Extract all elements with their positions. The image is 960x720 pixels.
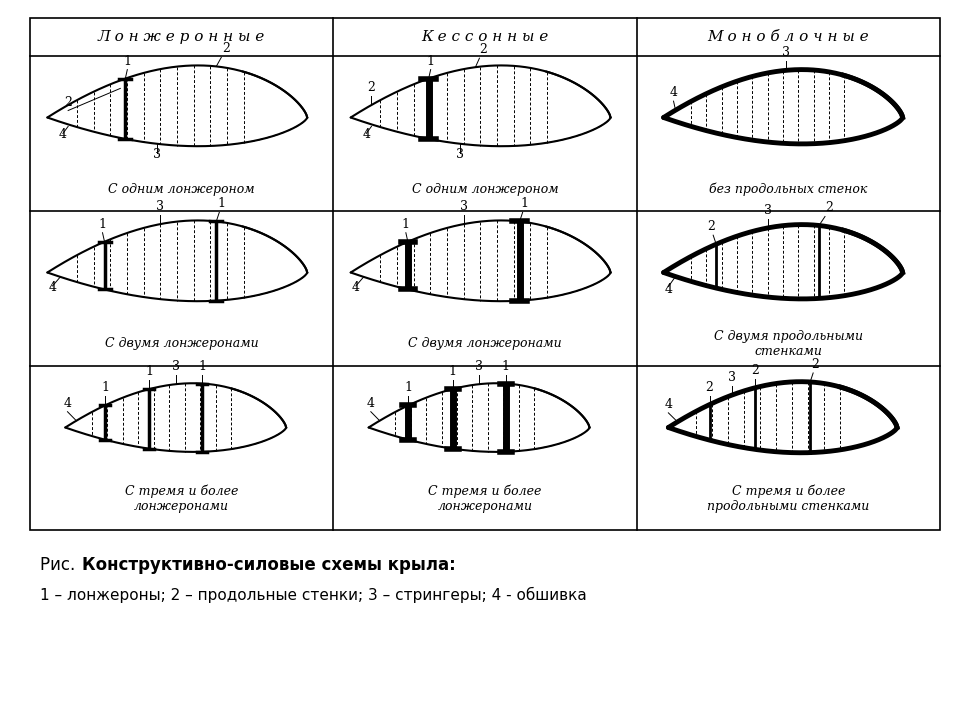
Text: 4: 4 <box>367 397 374 410</box>
Text: 1: 1 <box>520 197 529 210</box>
Polygon shape <box>65 383 286 452</box>
Polygon shape <box>663 225 902 299</box>
Text: 1: 1 <box>101 382 109 395</box>
Text: Рис.: Рис. <box>40 556 85 574</box>
Text: 3: 3 <box>475 360 483 373</box>
Text: 2: 2 <box>825 202 833 215</box>
Text: С тремя и более
продольными стенками: С тремя и более продольными стенками <box>708 485 870 513</box>
Polygon shape <box>369 383 589 452</box>
Text: 4: 4 <box>59 128 67 141</box>
Polygon shape <box>668 382 897 453</box>
Text: 2: 2 <box>706 381 713 394</box>
Text: 2: 2 <box>479 43 488 56</box>
Text: С двумя лонжеронами: С двумя лонжеронами <box>408 338 562 351</box>
Text: 4: 4 <box>664 282 672 295</box>
Text: К е с с о н н ы е: К е с с о н н ы е <box>421 30 548 44</box>
Text: 3: 3 <box>460 200 468 213</box>
Text: 2: 2 <box>752 364 759 377</box>
Text: С тремя и более
лонжеронами: С тремя и более лонжеронами <box>125 485 238 513</box>
Text: 2: 2 <box>708 220 715 233</box>
Text: 1: 1 <box>145 365 154 378</box>
Text: без продольных стенок: без продольных стенок <box>709 182 868 196</box>
Text: Конструктивно-силовые схемы крыла:: Конструктивно-силовые схемы крыла: <box>82 556 456 574</box>
Text: 4: 4 <box>352 281 360 294</box>
Text: 1: 1 <box>199 359 206 372</box>
Text: С двумя продольными
стенками: С двумя продольными стенками <box>714 330 863 358</box>
Text: 4: 4 <box>49 281 57 294</box>
Bar <box>30 18 940 530</box>
Text: 3: 3 <box>156 200 164 213</box>
Text: С одним лонжероном: С одним лонжероном <box>412 182 559 196</box>
Text: 1: 1 <box>501 359 510 372</box>
Text: 2: 2 <box>64 96 72 109</box>
Text: 1: 1 <box>217 197 226 210</box>
Text: Л о н ж е р о н н ы е: Л о н ж е р о н н ы е <box>98 30 265 44</box>
Text: 1: 1 <box>402 217 410 230</box>
Text: С двумя лонжеронами: С двумя лонжеронами <box>105 338 258 351</box>
Text: 1: 1 <box>404 382 413 395</box>
Text: 3: 3 <box>456 148 464 161</box>
Text: 1: 1 <box>426 55 435 68</box>
Text: 3: 3 <box>153 148 160 161</box>
Text: 3: 3 <box>729 371 736 384</box>
Polygon shape <box>663 70 902 144</box>
Text: 1: 1 <box>448 365 457 378</box>
Polygon shape <box>47 66 307 146</box>
Text: 3: 3 <box>172 360 180 373</box>
Text: 4: 4 <box>669 86 678 99</box>
Text: 3: 3 <box>781 46 789 59</box>
Text: 4: 4 <box>362 128 371 141</box>
Text: 1: 1 <box>123 55 132 68</box>
Text: 2: 2 <box>223 42 230 55</box>
Text: 1: 1 <box>99 217 107 230</box>
Text: 3: 3 <box>763 204 772 217</box>
Text: 4: 4 <box>664 398 672 411</box>
Polygon shape <box>47 220 307 301</box>
Text: 2: 2 <box>368 81 375 94</box>
Text: М о н о б л о ч н ы е: М о н о б л о ч н ы е <box>708 30 869 44</box>
Text: С тремя и более
лонжеронами: С тремя и более лонжеронами <box>428 485 541 513</box>
Text: 4: 4 <box>63 397 71 410</box>
Polygon shape <box>350 66 611 146</box>
Text: С одним лонжероном: С одним лонжероном <box>108 182 255 196</box>
Polygon shape <box>350 220 611 301</box>
Text: 2: 2 <box>811 358 819 371</box>
Text: 1 – лонжероны; 2 – продольные стенки; 3 – стрингеры; 4 - обшивка: 1 – лонжероны; 2 – продольные стенки; 3 … <box>40 587 587 603</box>
